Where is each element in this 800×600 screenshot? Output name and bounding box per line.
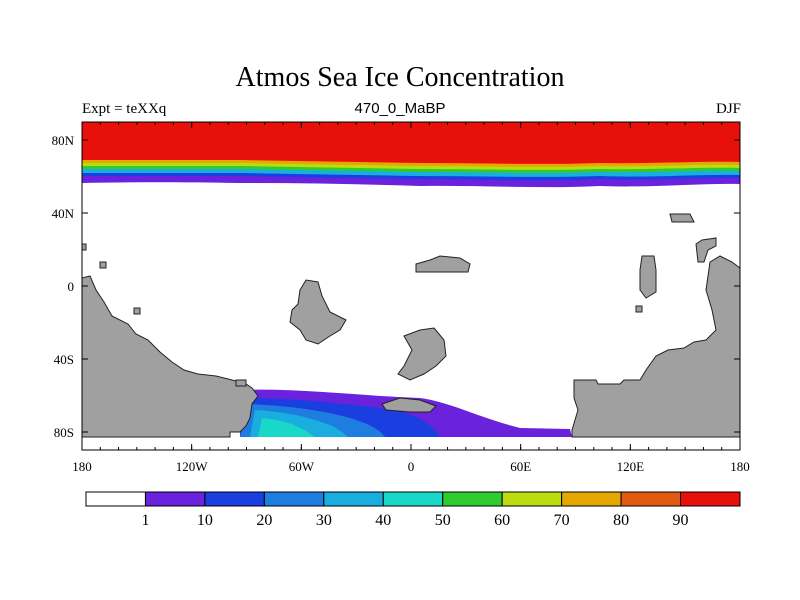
colorbar-swatch xyxy=(144,491,206,507)
continent-east xyxy=(571,255,740,438)
x-tick-label: 120E xyxy=(617,459,645,474)
time-slice-label: 470_0_MaBP xyxy=(354,100,446,117)
colorbar-label: 90 xyxy=(673,512,689,529)
experiment-label: Expt = teXXq xyxy=(82,101,167,117)
colorbar-label: 70 xyxy=(554,512,570,529)
colorbar-label: 80 xyxy=(613,512,629,529)
y-tick-label: 80S xyxy=(54,425,74,440)
colorbar-label: 50 xyxy=(435,512,451,529)
season-label: DJF xyxy=(715,101,741,117)
arctic-ice-field xyxy=(82,122,740,188)
colorbar-swatch xyxy=(204,491,265,507)
colorbar-swatch xyxy=(263,491,325,507)
colorbar-swatch xyxy=(442,491,503,507)
island-east-1 xyxy=(639,255,657,299)
colorbar-label: 20 xyxy=(256,512,272,529)
antarctic-ice-field xyxy=(240,389,572,437)
continent-west xyxy=(82,275,259,438)
colorbar-swatch xyxy=(323,491,384,507)
land-masses xyxy=(82,213,740,438)
colorbar-swatch xyxy=(620,491,682,507)
colorbar-label: 10 xyxy=(197,512,213,529)
map-axes: 80N 40N 0 40S 80S 180 120W 60W 0 60E 120E 180 xyxy=(52,122,750,474)
colorbar-swatch xyxy=(85,491,146,507)
map-plot-area xyxy=(82,122,740,450)
colorbar-label: 60 xyxy=(494,512,510,529)
x-tick-label: 180 xyxy=(730,459,750,474)
colorbar-label: 40 xyxy=(375,512,391,529)
x-tick-label: 180 xyxy=(72,459,92,474)
colorbar-swatch xyxy=(382,491,444,507)
x-tick-label: 120W xyxy=(176,459,209,474)
colorbar-swatch xyxy=(680,491,741,507)
colorbar-swatch xyxy=(501,491,563,507)
colorbar-label: 1 xyxy=(141,512,149,529)
colorbar-label: 30 xyxy=(316,512,332,529)
x-tick-label: 0 xyxy=(408,459,415,474)
x-tick-label: 60W xyxy=(289,459,315,474)
continent-central-west xyxy=(289,279,347,345)
y-tick-label: 80N xyxy=(52,133,75,148)
y-tick-label: 40N xyxy=(52,206,75,221)
colorbar: 1 10 20 30 40 50 60 70 80 90 xyxy=(85,491,741,529)
y-tick-label: 0 xyxy=(68,279,75,294)
island-north-central xyxy=(415,255,471,273)
map-title: Atmos Sea Ice Concentration xyxy=(235,62,565,93)
x-tick-label: 60E xyxy=(510,459,531,474)
colorbar-swatch xyxy=(561,491,622,507)
continent-central xyxy=(397,327,447,381)
y-tick-label: 40S xyxy=(54,352,74,367)
